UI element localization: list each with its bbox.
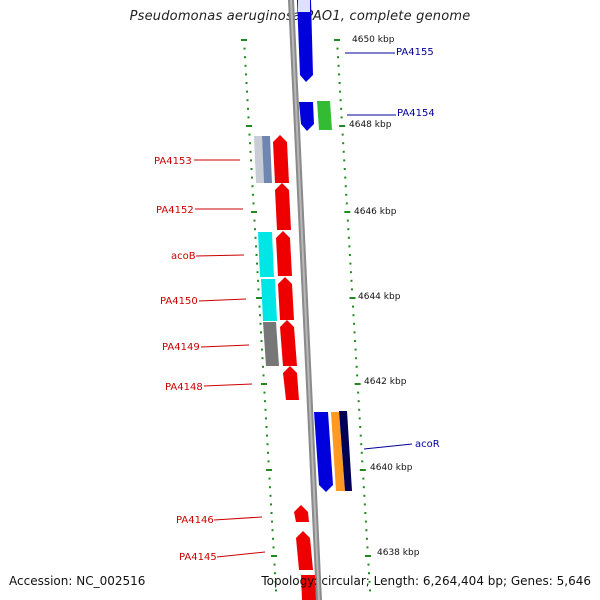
- scale-label-4648: 4648 kbp: [349, 120, 392, 130]
- svg-text:acoR: acoR: [415, 439, 440, 450]
- scale-label-4642: 4642 kbp: [364, 377, 407, 387]
- label-pa4152[interactable]: PA4152: [156, 205, 243, 216]
- scale-label-4646: 4646 kbp: [354, 207, 397, 217]
- gene-pa4154-green[interactable]: [317, 101, 332, 130]
- label-pa4154[interactable]: PA4154: [347, 108, 435, 119]
- label-acob[interactable]: acoB: [171, 251, 245, 262]
- topology-label: Topology: circular; Length: 6,264,404 bp…: [261, 574, 591, 588]
- scale-label-4650: 4650 kbp: [352, 35, 395, 45]
- scale-label-4640: 4640 kbp: [370, 463, 413, 473]
- label-pa4155[interactable]: PA4155: [345, 47, 434, 58]
- label-acor[interactable]: acoR: [363, 439, 440, 450]
- svg-text:PA4155: PA4155: [396, 47, 434, 58]
- svg-text:PA4148: PA4148: [165, 382, 203, 393]
- tick-marks: [241, 39, 372, 592]
- svg-text:PA4152: PA4152: [156, 205, 194, 216]
- label-pa4150[interactable]: PA4150: [160, 296, 247, 307]
- svg-text:PA4146: PA4146: [176, 515, 214, 526]
- gene-pa4155-cap[interactable]: [298, 0, 310, 12]
- label-pa4146[interactable]: PA4146: [176, 515, 263, 526]
- gene-acor-orange[interactable]: [331, 412, 345, 491]
- gene-pa4153-red[interactable]: [273, 135, 289, 183]
- scale-label-4644: 4644 kbp: [358, 292, 401, 302]
- gene-pa4149-red[interactable]: [280, 320, 297, 366]
- svg-text:PA4150: PA4150: [160, 296, 198, 307]
- svg-text:PA4154: PA4154: [397, 108, 435, 119]
- gene-pa4149-gray[interactable]: [263, 322, 279, 366]
- label-pa4148[interactable]: PA4148: [165, 382, 253, 393]
- svg-text:PA4145: PA4145: [179, 552, 217, 563]
- gene-pa4144[interactable]: [301, 575, 316, 600]
- genome-backbone-highlight: [290, 0, 320, 600]
- label-pa4153[interactable]: PA4153: [154, 156, 240, 167]
- svg-text:PA4149: PA4149: [162, 342, 200, 353]
- label-pa4145[interactable]: PA4145: [179, 551, 266, 563]
- gene-acor-blue[interactable]: [314, 412, 333, 492]
- svg-text:PA4153: PA4153: [154, 156, 192, 167]
- gene-pa4148[interactable]: [283, 366, 299, 400]
- gene-pa4153-light[interactable]: [254, 136, 272, 183]
- label-pa4149[interactable]: PA4149: [162, 342, 250, 353]
- gene-pa4150-red[interactable]: [278, 277, 294, 320]
- gene-pa4150-cyan[interactable]: [261, 279, 277, 321]
- svg-text:acoB: acoB: [171, 251, 196, 262]
- gene-acob-cyan[interactable]: [258, 232, 274, 277]
- scale-label-4638: 4638 kbp: [377, 548, 420, 558]
- gene-pa4154-blue[interactable]: [299, 102, 314, 131]
- gene-acor-navy[interactable]: [339, 411, 352, 491]
- accession-label: Accession: NC_002516: [9, 574, 146, 588]
- gene-pa4146[interactable]: [294, 505, 309, 522]
- gene-pa4145[interactable]: [296, 531, 313, 570]
- gene-pa4152[interactable]: [275, 183, 291, 230]
- gene-pa4155[interactable]: [297, 0, 313, 82]
- gene-acob-red[interactable]: [276, 231, 292, 276]
